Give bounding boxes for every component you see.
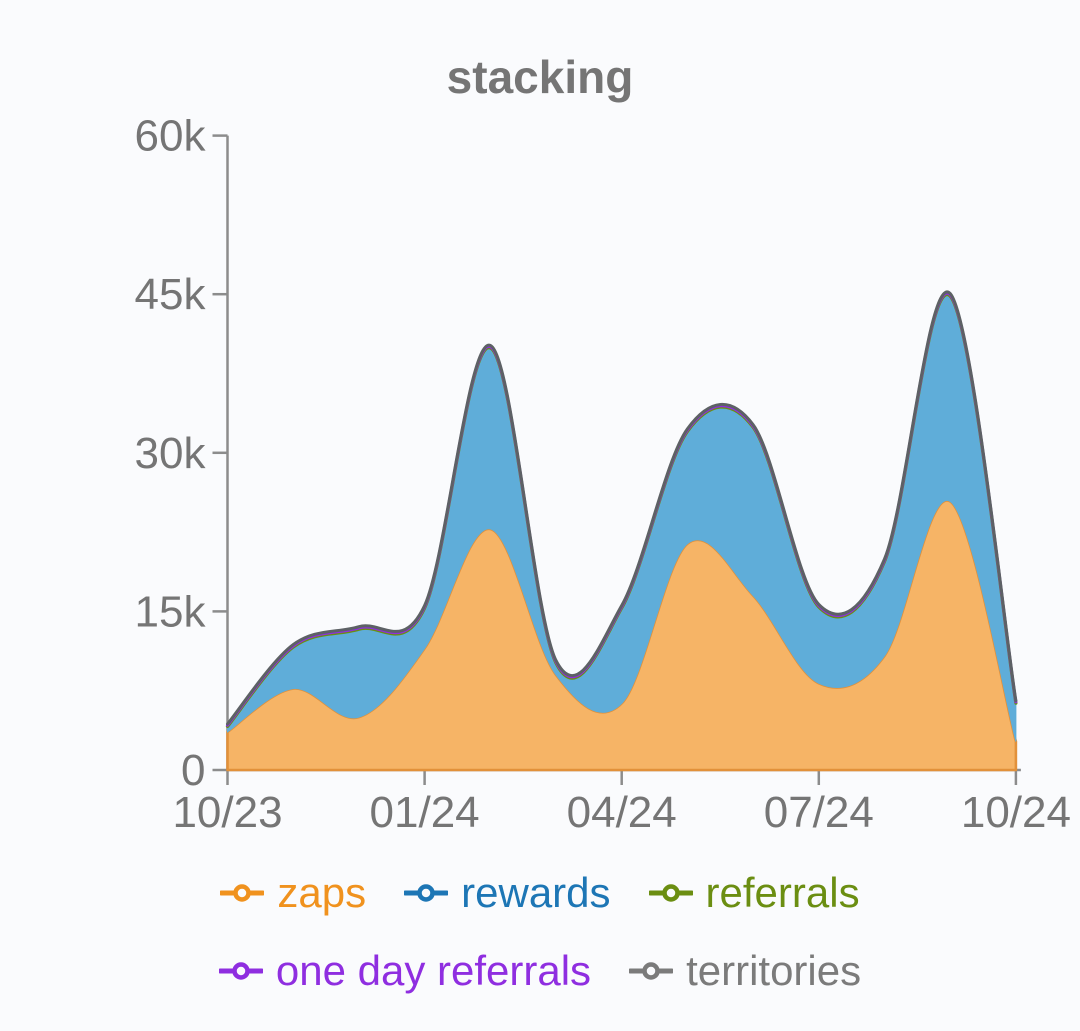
- series-line-marker-icon: [220, 884, 265, 902]
- x-axis-tick-label: 07/24: [764, 788, 874, 837]
- chart-legend: zaps rewards referrals one day referrals ter…: [0, 868, 1080, 996]
- series-line-marker-icon: [648, 884, 693, 902]
- x-axis-tick-label: 01/24: [370, 788, 480, 837]
- chart-title: stacking: [446, 51, 634, 103]
- legend-label: zaps: [277, 869, 367, 916]
- legend-row: one day referrals territories: [0, 946, 1080, 996]
- legend-item-rewards[interactable]: rewards: [404, 869, 611, 916]
- legend-item-one-day-referrals[interactable]: one day referrals: [218, 947, 592, 994]
- stacked-area-plot: 0 15k 30k 45k 60k 10/23 01/24 04/24 07/24 10/24: [135, 112, 1071, 837]
- x-axis-tick-label: 04/24: [567, 788, 677, 837]
- legend-row: zaps rewards referrals: [0, 868, 1080, 918]
- legend-label: rewards: [461, 869, 611, 916]
- series-line-marker-icon: [218, 962, 263, 980]
- y-axis-tick-label: 45k: [135, 270, 207, 319]
- series-line-marker-icon: [404, 884, 449, 902]
- x-axis-tick-label: 10/23: [172, 788, 282, 837]
- y-axis-tick-label: 60k: [135, 112, 207, 161]
- legend-item-referrals[interactable]: referrals: [648, 869, 860, 916]
- x-axis-tick-label: 10/24: [961, 788, 1071, 837]
- legend-label: one day referrals: [275, 947, 592, 994]
- territories-line: [226, 290, 1018, 726]
- legend-item-zaps[interactable]: zaps: [220, 872, 366, 914]
- legend-item-territories[interactable]: territories: [629, 950, 861, 992]
- legend-label: territories: [686, 947, 862, 994]
- series-line-marker-icon: [629, 962, 674, 980]
- y-axis-tick-label: 15k: [135, 587, 207, 636]
- y-axis-tick-label: 30k: [135, 429, 207, 478]
- legend-label: referrals: [705, 869, 860, 916]
- y-axis-tick-label: 0: [181, 746, 205, 795]
